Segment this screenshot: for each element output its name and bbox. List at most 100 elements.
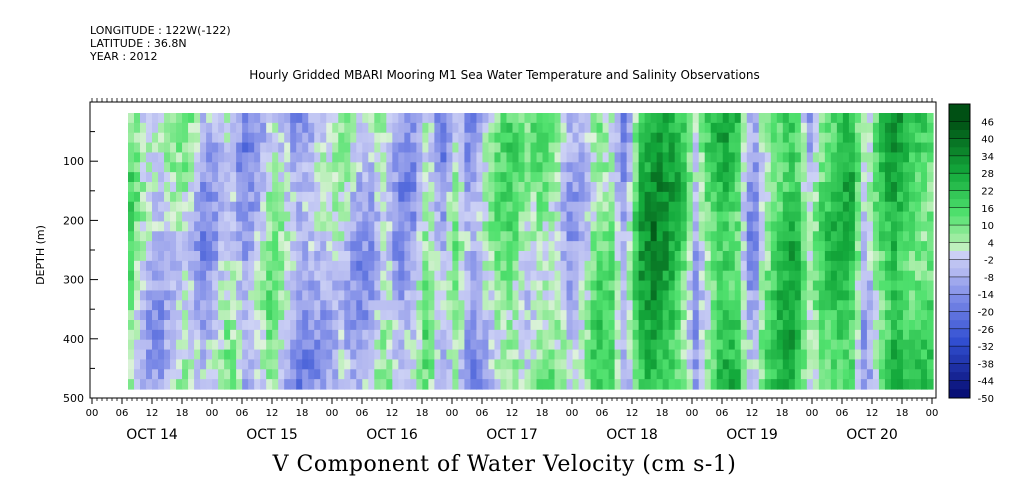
heatmap-cell [248, 270, 255, 282]
heatmap-cell [428, 310, 435, 321]
heatmap-cell [344, 280, 351, 292]
heatmap-cell [272, 290, 279, 301]
heatmap-cell [284, 132, 291, 144]
heatmap-cell [260, 320, 267, 331]
heatmap-cell [374, 241, 381, 252]
heatmap-cell [356, 162, 363, 173]
heatmap-cell [686, 349, 694, 361]
heatmap-cell [638, 132, 646, 144]
heatmap-cell [428, 280, 435, 292]
heatmap-cell [266, 290, 273, 301]
heatmap-cell [890, 211, 898, 223]
heatmap-cell [176, 182, 183, 193]
heatmap-cell [392, 132, 399, 144]
heatmap-cell [830, 231, 838, 242]
heatmap-cell [704, 182, 712, 193]
heatmap-cell [512, 320, 520, 331]
heatmap-cell [440, 191, 447, 203]
heatmap-cell [470, 300, 478, 311]
heatmap-cell [776, 191, 784, 203]
heatmap-cell [506, 172, 514, 183]
heatmap-cell [878, 241, 886, 252]
heatmap-cell [656, 241, 664, 252]
heatmap-cell [776, 300, 784, 311]
heatmap-cell [644, 132, 652, 144]
heatmap-cell [818, 231, 826, 242]
heatmap-cell [320, 152, 327, 163]
heatmap-cell [632, 132, 640, 144]
heatmap-cell [632, 113, 640, 124]
heatmap-cell [620, 221, 628, 232]
heatmap-cell [908, 280, 916, 292]
heatmap-cell [704, 329, 712, 341]
heatmap-cell [362, 221, 369, 232]
heatmap-cell [428, 182, 435, 193]
heatmap-cell [716, 310, 724, 321]
heatmap-cell [548, 221, 556, 232]
heatmap-cell [206, 280, 213, 292]
heatmap-cell [512, 369, 520, 380]
heatmap-cell [692, 349, 700, 361]
heatmap-cell [356, 221, 363, 232]
heatmap-cell [152, 182, 159, 193]
heatmap-cell [140, 349, 147, 361]
heatmap-cell [662, 152, 670, 163]
heatmap-cell [488, 221, 496, 232]
colorbar-band [949, 225, 970, 235]
heatmap-cell [374, 260, 381, 272]
heatmap-cell [866, 251, 874, 262]
heatmap-cell [842, 359, 850, 370]
heatmap-cell [830, 113, 838, 124]
heatmap-cell [386, 310, 393, 321]
heatmap-cell [590, 320, 598, 331]
heatmap-cell [614, 142, 622, 154]
heatmap-cell [770, 142, 778, 154]
heatmap-cell [398, 290, 405, 301]
heatmap-cell [866, 379, 874, 390]
heatmap-cell [140, 191, 147, 203]
heatmap-cell [410, 300, 417, 311]
heatmap-cell [728, 369, 736, 380]
heatmap-cell [770, 182, 778, 193]
heatmap-cell [740, 369, 748, 380]
heatmap-cell [926, 310, 934, 321]
heatmap-cell [338, 122, 345, 134]
heatmap-cell [506, 329, 514, 341]
heatmap-cell [416, 260, 423, 272]
heatmap-cell [698, 359, 706, 370]
heatmap-cell [614, 122, 622, 134]
heatmap-cell [320, 260, 327, 272]
heatmap-cell [146, 379, 153, 390]
heatmap-cell [524, 172, 532, 183]
heatmap-cell [668, 162, 676, 173]
heatmap-cell [596, 221, 604, 232]
heatmap-cell [236, 142, 243, 154]
heatmap-cell [890, 113, 898, 124]
heatmap-cell [632, 320, 640, 331]
heatmap-cell [182, 201, 189, 213]
heatmap-cell [296, 172, 303, 183]
heatmap-cell [422, 231, 429, 242]
heatmap-cell [170, 231, 177, 242]
heatmap-cell [806, 349, 814, 361]
heatmap-cell [734, 221, 742, 232]
heatmap-cell [350, 162, 357, 173]
heatmap-cell [710, 221, 718, 232]
heatmap-cell [692, 379, 700, 390]
heatmap-cell [806, 339, 814, 351]
heatmap-cell [230, 211, 237, 223]
heatmap-cell [512, 201, 520, 213]
heatmap-cell [344, 359, 351, 370]
heatmap-cell [878, 270, 886, 282]
heatmap-cell [248, 211, 255, 223]
heatmap-cell [632, 241, 640, 252]
heatmap-cell [680, 221, 688, 232]
heatmap-cell [842, 132, 850, 144]
heatmap-cell [572, 172, 580, 183]
heatmap-cell [548, 359, 556, 370]
heatmap-cell [512, 300, 520, 311]
heatmap-cell [458, 191, 466, 203]
heatmap-cell [740, 379, 748, 390]
heatmap-cell [374, 122, 381, 134]
heatmap-cell [728, 260, 736, 272]
